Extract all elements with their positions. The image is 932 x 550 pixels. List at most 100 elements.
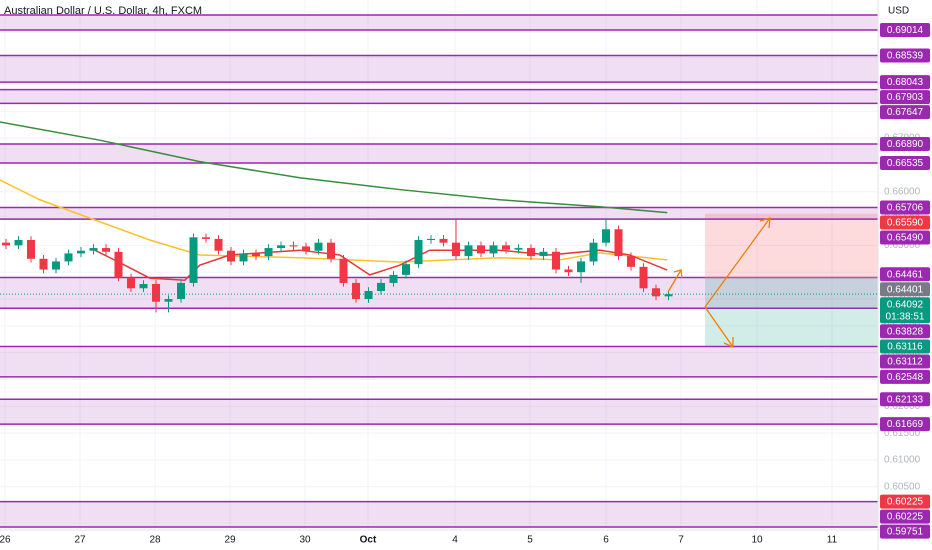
level-label: 0.64401 [887,284,924,295]
candle-body [389,274,398,283]
zone [0,277,878,309]
level-label-box [880,267,930,282]
candle-body [77,250,85,254]
candle-body [189,237,198,283]
candle-body [552,251,560,270]
x-tick-label: 30 [299,535,311,546]
x-tick-label: Oct [360,535,377,546]
level-label: 0.63116 [887,342,923,353]
candle-body [14,239,23,246]
level-label: 0.68043 [887,77,924,88]
level-label: 0.65490 [887,233,924,244]
level-label: 0.67903 [887,92,924,103]
candle-body [352,282,360,300]
candle-body [314,242,323,251]
candle-body [102,248,110,252]
level-label: 0.64092 [887,299,924,310]
projection-arrow [667,269,682,293]
level-label: 0.69014 [887,25,924,36]
candle-body [302,246,310,251]
level-label-box [880,369,930,384]
moving-average [0,179,668,263]
candle-body [527,248,535,257]
candle-body [602,229,610,243]
moving-average [94,249,668,282]
candle-body [539,251,548,257]
projection-arrow [704,306,734,348]
zone [0,143,878,164]
candle-body [427,238,435,240]
candle-body [489,245,498,254]
y-tick-label: 0.61000 [884,455,921,466]
candle-body [2,242,10,246]
candle-body [339,258,348,283]
level-label-box [880,494,930,509]
level-label-box [880,297,930,324]
level-label: 0.62548 [887,372,924,383]
level-label: 0.65706 [887,203,924,214]
zone [0,346,878,377]
level-label-box [880,392,930,407]
level-label: 0.61669 [887,419,924,430]
candle-body [264,248,273,257]
level-label: 0.63112 [887,357,923,368]
plot-area [0,0,878,530]
candle-body [239,253,248,262]
candle-body [227,250,235,262]
countdown: 01:38:51 [886,311,925,322]
candle-body [639,266,648,289]
zone [0,501,878,527]
level-label-box [880,75,930,90]
candle-body [164,299,173,302]
x-tick-label: 26 [0,535,11,546]
candle-body [89,248,98,251]
level-label: 0.68539 [887,51,924,62]
candle-body [39,258,48,270]
level-label-box [880,200,930,215]
candle-body [327,242,335,259]
candle-body [464,245,473,257]
candle-body [214,238,223,251]
candle-body [614,229,623,257]
level-label: 0.60225 [887,512,924,523]
level-label-box [880,282,930,297]
candle-body [664,294,673,297]
y-tick-label: 0.60500 [884,481,921,492]
level-label: 0.60225 [887,497,924,508]
level-label-box [880,22,930,37]
level-label: 0.62133 [887,394,924,405]
projection-arrow [673,269,683,279]
zone [0,399,878,425]
level-label-box [880,354,930,369]
candle-body [402,264,410,275]
candle-body [64,253,73,262]
candle-body [177,282,185,300]
y-tick-label: 0.62000 [884,401,921,412]
candle-body [452,242,460,257]
level-label-box [880,339,930,354]
zone [0,55,878,83]
candle-body [152,283,160,302]
candle-body [364,290,373,300]
candle-body [139,283,148,289]
candle-body [577,261,585,273]
candle-body [377,282,385,291]
candle-body [52,261,60,270]
candle-body [439,238,448,243]
level-label: 0.66535 [887,158,924,169]
level-label: 0.65590 [887,218,924,229]
candle-body [27,239,35,259]
candle-body [114,251,123,278]
candle-body [502,245,510,250]
x-tick-label: 28 [149,535,161,546]
x-tick-label: 10 [751,535,763,546]
candle-body [414,239,423,265]
x-tick-label: 11 [827,535,838,546]
x-tick-label: 27 [74,535,86,546]
candle-body [252,253,260,257]
y-tick-label: 0.65000 [884,240,921,251]
x-tick-label: 6 [603,535,609,546]
level-label-box [880,136,930,151]
y-tick-label: 0.61500 [884,428,921,439]
